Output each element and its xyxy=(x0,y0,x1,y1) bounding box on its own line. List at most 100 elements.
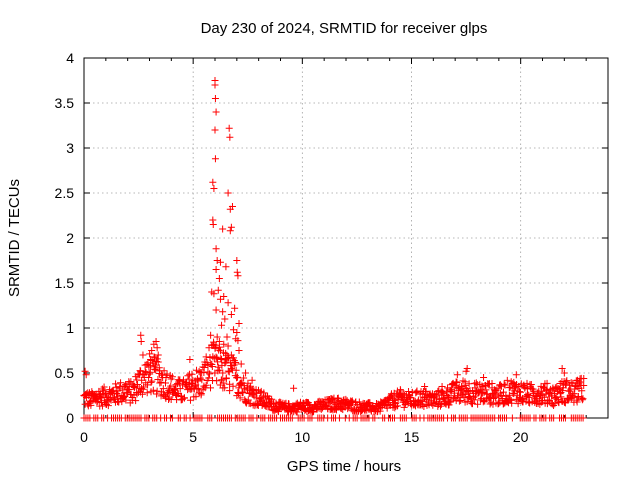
data-point xyxy=(196,374,204,382)
data-point xyxy=(150,340,158,348)
data-point xyxy=(216,295,224,303)
data-point xyxy=(207,384,215,392)
data-point xyxy=(501,381,509,389)
data-point xyxy=(239,389,247,397)
data-point xyxy=(112,380,120,388)
data-point xyxy=(211,95,219,102)
data-point xyxy=(561,414,569,422)
data-point xyxy=(579,414,587,422)
data-point xyxy=(478,389,486,397)
data-point xyxy=(112,383,120,391)
data-point xyxy=(516,388,524,396)
data-point xyxy=(417,397,425,405)
y-tick-label: 0.5 xyxy=(55,365,75,381)
data-point xyxy=(288,414,296,422)
data-point xyxy=(525,398,533,406)
data-point xyxy=(249,390,257,398)
data-point xyxy=(202,381,210,389)
data-point xyxy=(394,402,402,410)
data-point xyxy=(198,414,206,422)
data-point xyxy=(216,258,224,266)
y-axis-label: SRMTID / TECUs xyxy=(6,179,23,297)
data-point xyxy=(233,268,241,276)
data-point xyxy=(221,315,229,323)
data-point xyxy=(151,365,158,373)
data-point xyxy=(227,351,235,359)
data-point xyxy=(159,385,167,393)
data-point xyxy=(220,379,228,387)
data-point xyxy=(503,376,511,384)
data-point xyxy=(162,374,170,382)
data-point xyxy=(452,378,460,386)
data-point xyxy=(143,389,151,397)
data-point xyxy=(567,379,575,387)
data-point xyxy=(81,367,89,375)
data-point xyxy=(184,372,192,380)
data-point xyxy=(224,189,232,197)
data-point xyxy=(144,381,152,389)
data-point xyxy=(212,306,220,314)
data-point xyxy=(125,379,133,387)
axis-ticks: 0 5 10 15 20 0 0.5 1 1.5 2 2.5 3 3.5 4 xyxy=(55,50,608,445)
data-point xyxy=(391,396,399,404)
data-point xyxy=(578,396,586,404)
data-point xyxy=(580,382,588,390)
data-point xyxy=(442,388,450,396)
data-point xyxy=(198,376,206,384)
data-point xyxy=(146,370,154,378)
data-point xyxy=(209,353,217,361)
data-point xyxy=(222,263,230,271)
data-point xyxy=(308,414,316,422)
data-point xyxy=(214,363,222,371)
data-point xyxy=(192,393,200,401)
data-point xyxy=(538,398,546,406)
x-tick-label: 5 xyxy=(189,429,197,445)
data-point xyxy=(405,393,413,401)
data-point xyxy=(215,275,223,282)
data-point xyxy=(435,395,443,403)
data-point xyxy=(385,401,393,409)
data-point xyxy=(420,402,428,410)
data-point xyxy=(158,371,166,379)
data-point xyxy=(226,133,234,141)
data-point xyxy=(172,381,180,389)
y-tick-label: 2 xyxy=(66,230,74,246)
data-point xyxy=(578,387,586,395)
data-point xyxy=(309,408,317,416)
data-point xyxy=(505,391,513,399)
data-point xyxy=(139,351,147,359)
data-point xyxy=(148,347,156,354)
data-point xyxy=(125,385,133,393)
data-point xyxy=(554,385,562,393)
data-point xyxy=(138,390,146,398)
data-point xyxy=(168,373,176,381)
data-point xyxy=(419,398,427,406)
data-point xyxy=(219,308,227,316)
data-point xyxy=(222,358,230,366)
data-point xyxy=(573,383,581,391)
data-point xyxy=(371,414,379,422)
data-point xyxy=(153,344,161,352)
data-point xyxy=(132,397,140,405)
data-point xyxy=(124,389,132,397)
data-point xyxy=(153,387,161,395)
data-point xyxy=(252,394,260,402)
data-point xyxy=(445,393,453,401)
data-point xyxy=(210,290,218,298)
data-point xyxy=(422,387,430,395)
data-point xyxy=(534,399,542,407)
data-point xyxy=(215,338,223,345)
data-point xyxy=(512,371,520,379)
data-point xyxy=(522,392,530,400)
data-point xyxy=(470,396,478,404)
data-point xyxy=(543,379,551,387)
data-point xyxy=(208,414,216,422)
data-point xyxy=(461,381,469,389)
data-point xyxy=(205,374,213,382)
data-point xyxy=(438,383,446,390)
data-point xyxy=(234,373,242,381)
data-point xyxy=(402,414,410,422)
data-point xyxy=(483,395,491,403)
data-point xyxy=(222,374,230,382)
